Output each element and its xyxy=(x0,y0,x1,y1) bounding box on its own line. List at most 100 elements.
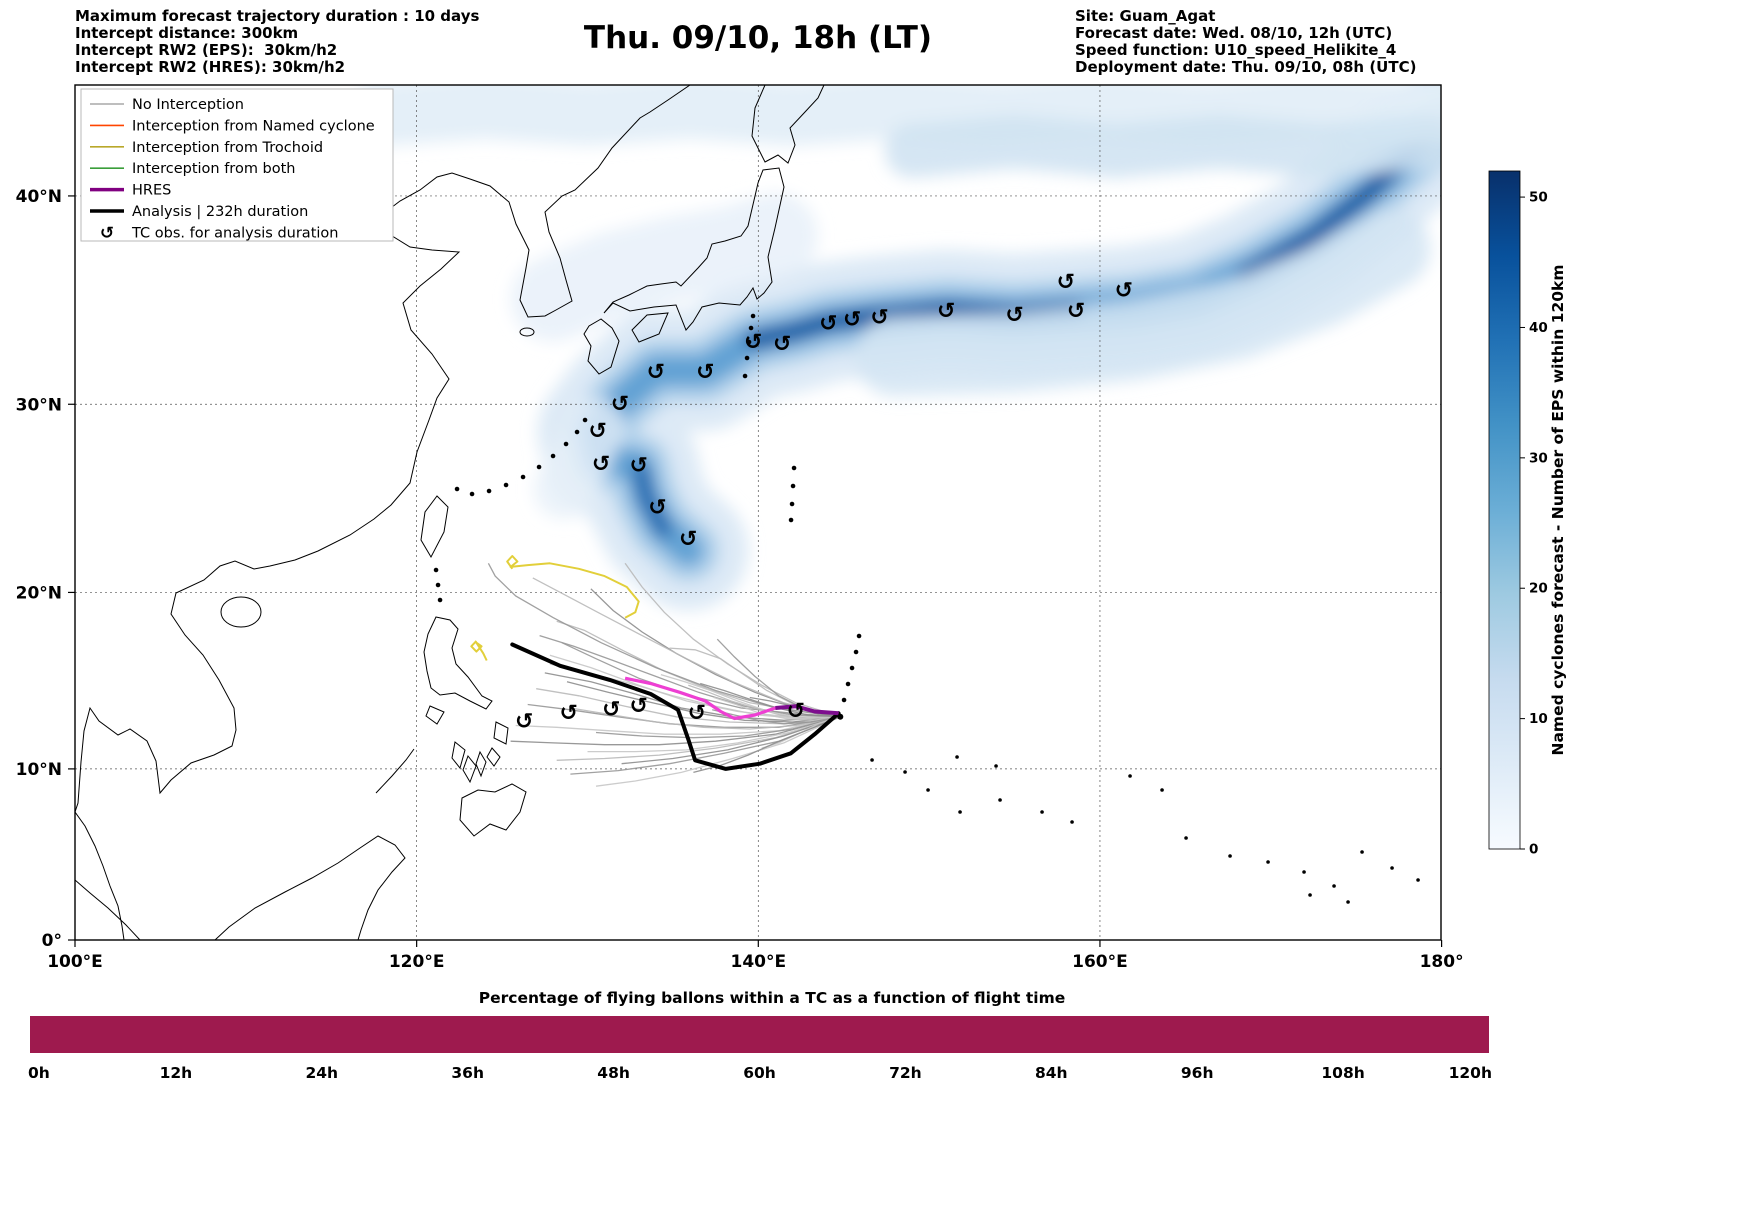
ensemble-track xyxy=(566,681,841,723)
ensemble-track xyxy=(487,562,841,718)
flight-time-bar xyxy=(30,1016,1489,1053)
ensemble-track xyxy=(624,562,841,718)
header-left-line-4: Intercept RW2 (HRES): 30km/h2 xyxy=(75,58,346,76)
tc-obs-symbol: ↺ xyxy=(1057,270,1075,295)
small-islands-micronesia xyxy=(870,755,1420,904)
bottom-ticks-group: 0h 12h 24h 36h 48h 60h 72h 84h 96h 108h 120h xyxy=(28,1064,1492,1082)
island-palawan xyxy=(375,748,415,794)
trochoid-track xyxy=(470,640,488,661)
ensemble-track xyxy=(595,716,841,739)
flight-time-tick-label: 108h xyxy=(1321,1064,1364,1082)
colorbar-rect xyxy=(1488,170,1521,850)
legend-label: TC obs. for analysis duration xyxy=(131,225,338,241)
flight-time-tick-label: 0h xyxy=(28,1064,50,1082)
tc-obs-symbol: ↺ xyxy=(630,694,648,719)
tc-obs-symbol: ↺ xyxy=(1067,299,1085,324)
lon-tick-label: 140°E xyxy=(730,952,786,972)
density-band xyxy=(885,114,1441,178)
legend-label: No Interception xyxy=(132,97,244,113)
obs-group: ↺ ↺ ↺ ↺ ↺ ↺↺↺↺↺↺↺↺ ↺↺ ↺↺ ↺ ↺ ↺ ↺ ↺↺ ↺ xyxy=(515,270,1133,735)
tc-obs-symbol: ↺ xyxy=(696,360,714,385)
ensemble-track xyxy=(660,673,841,720)
ensemble-track xyxy=(532,577,841,718)
tc-obs-symbol: ↺ xyxy=(843,307,861,332)
header-right-line-4: Deployment date: Thu. 09/10, 08h (UTC) xyxy=(1075,58,1417,76)
density-band xyxy=(855,208,1431,397)
colorbar-tick-label: 0 xyxy=(1529,842,1538,858)
ensemble-track xyxy=(549,654,841,718)
ensemble-track xyxy=(539,634,841,718)
island-borneo xyxy=(214,835,406,940)
flight-time-tick-label: 48h xyxy=(597,1064,630,1082)
ensemble-track xyxy=(587,716,841,753)
header-left-line-1: Maximum forecast trajectory duration : 1… xyxy=(75,7,480,25)
tracks-group xyxy=(470,555,841,787)
hres-track-tail xyxy=(775,704,839,716)
colorbar-tick-label: 40 xyxy=(1529,320,1548,336)
tc-obs-symbol: ↺ xyxy=(688,701,706,726)
ensemble-track xyxy=(716,638,841,718)
island-hokkaido xyxy=(751,85,825,164)
tc-obs-symbol: ↺ xyxy=(592,452,610,477)
bottom-chart: Percentage of flying ballons within a TC… xyxy=(28,989,1492,1082)
tc-obs-symbol: ↺ xyxy=(589,419,607,444)
density-band xyxy=(533,397,625,519)
coast-asia-mainland xyxy=(75,85,691,813)
header-right-line-3: Speed function: U10_speed_Helikite_4 xyxy=(1075,41,1397,59)
lat-tick-label: 10°N xyxy=(16,760,62,780)
tc-obs-symbol: ↺ xyxy=(559,701,577,726)
colorbar-group: Named cyclones forecast - Number of EPS … xyxy=(1488,170,1567,858)
flight-time-tick-label: 84h xyxy=(1035,1064,1068,1082)
density-band xyxy=(510,192,818,342)
island-mindoro xyxy=(425,705,445,725)
ensemble-track xyxy=(544,672,841,721)
ensemble-track xyxy=(700,682,841,718)
tc-obs-symbol: ↺ xyxy=(787,699,805,724)
tc-obs-symbol: ↺ xyxy=(819,311,837,336)
ensemble-track xyxy=(556,716,841,761)
tc-obs-symbol: ↺ xyxy=(773,332,791,357)
density-band xyxy=(632,462,672,538)
island-mindanao xyxy=(459,783,527,837)
coast-malay-sumatra xyxy=(75,811,141,940)
tc-obs-symbol: ↺ xyxy=(648,495,666,520)
colorbar-tick-label: 20 xyxy=(1529,581,1548,597)
small-islands-ryukyu-izu-marianas xyxy=(433,313,862,703)
island-jeju xyxy=(519,327,535,337)
tc-obs-symbol: ↺ xyxy=(1115,278,1133,303)
legend-label: Interception from both xyxy=(132,161,296,177)
header-left-block: Maximum forecast trajectory duration : 1… xyxy=(75,8,479,76)
bottom-chart-title: Percentage of flying ballons within a TC… xyxy=(479,989,1066,1007)
tc-obs-symbol: ↺ xyxy=(630,454,648,479)
tc-obs-symbol: ↺ xyxy=(611,392,629,417)
flight-time-tick-label: 120h xyxy=(1449,1064,1492,1082)
tc-obs-symbol: ↺ xyxy=(744,330,762,355)
map-frame xyxy=(74,84,1442,941)
tc-obs-symbol: ↺ xyxy=(937,299,955,324)
ensemble-track xyxy=(510,716,841,746)
colorbar-tick-label: 50 xyxy=(1529,190,1548,206)
legend-group: No Interception Interception from Named c… xyxy=(80,88,394,243)
lon-tick-label: 160°E xyxy=(1072,952,1128,972)
analysis-track xyxy=(510,642,841,771)
header-right-block: Site: Guam_Agat Forecast date: Wed. 08/1… xyxy=(1075,8,1416,76)
lat-tick-label: 20°N xyxy=(16,583,62,603)
colorbar-label: Named cyclones forecast - Number of EPS … xyxy=(1549,265,1567,756)
flight-time-tick-label: 36h xyxy=(451,1064,484,1082)
coastlines-group xyxy=(75,85,1420,940)
flight-time-tick-label: 24h xyxy=(305,1064,338,1082)
ensemble-track xyxy=(712,709,841,725)
legend-label: HRES xyxy=(132,183,171,199)
lon-tick-label: 120°E xyxy=(389,952,445,972)
flight-time-tick-label: 12h xyxy=(160,1064,193,1082)
legend-box xyxy=(80,88,394,242)
ensemble-track xyxy=(570,707,841,730)
flight-time-tick-label: 72h xyxy=(889,1064,922,1082)
legend-label: Interception from Trochoid xyxy=(132,140,323,156)
ensemble-track xyxy=(713,696,841,721)
header-right-line-2: Forecast date: Wed. 08/10, 12h (UTC) xyxy=(1075,24,1393,42)
ensemble-track xyxy=(621,716,841,765)
legend-label: Interception from Named cyclone xyxy=(132,118,375,134)
lat-tick-label: 40°N xyxy=(16,187,62,207)
